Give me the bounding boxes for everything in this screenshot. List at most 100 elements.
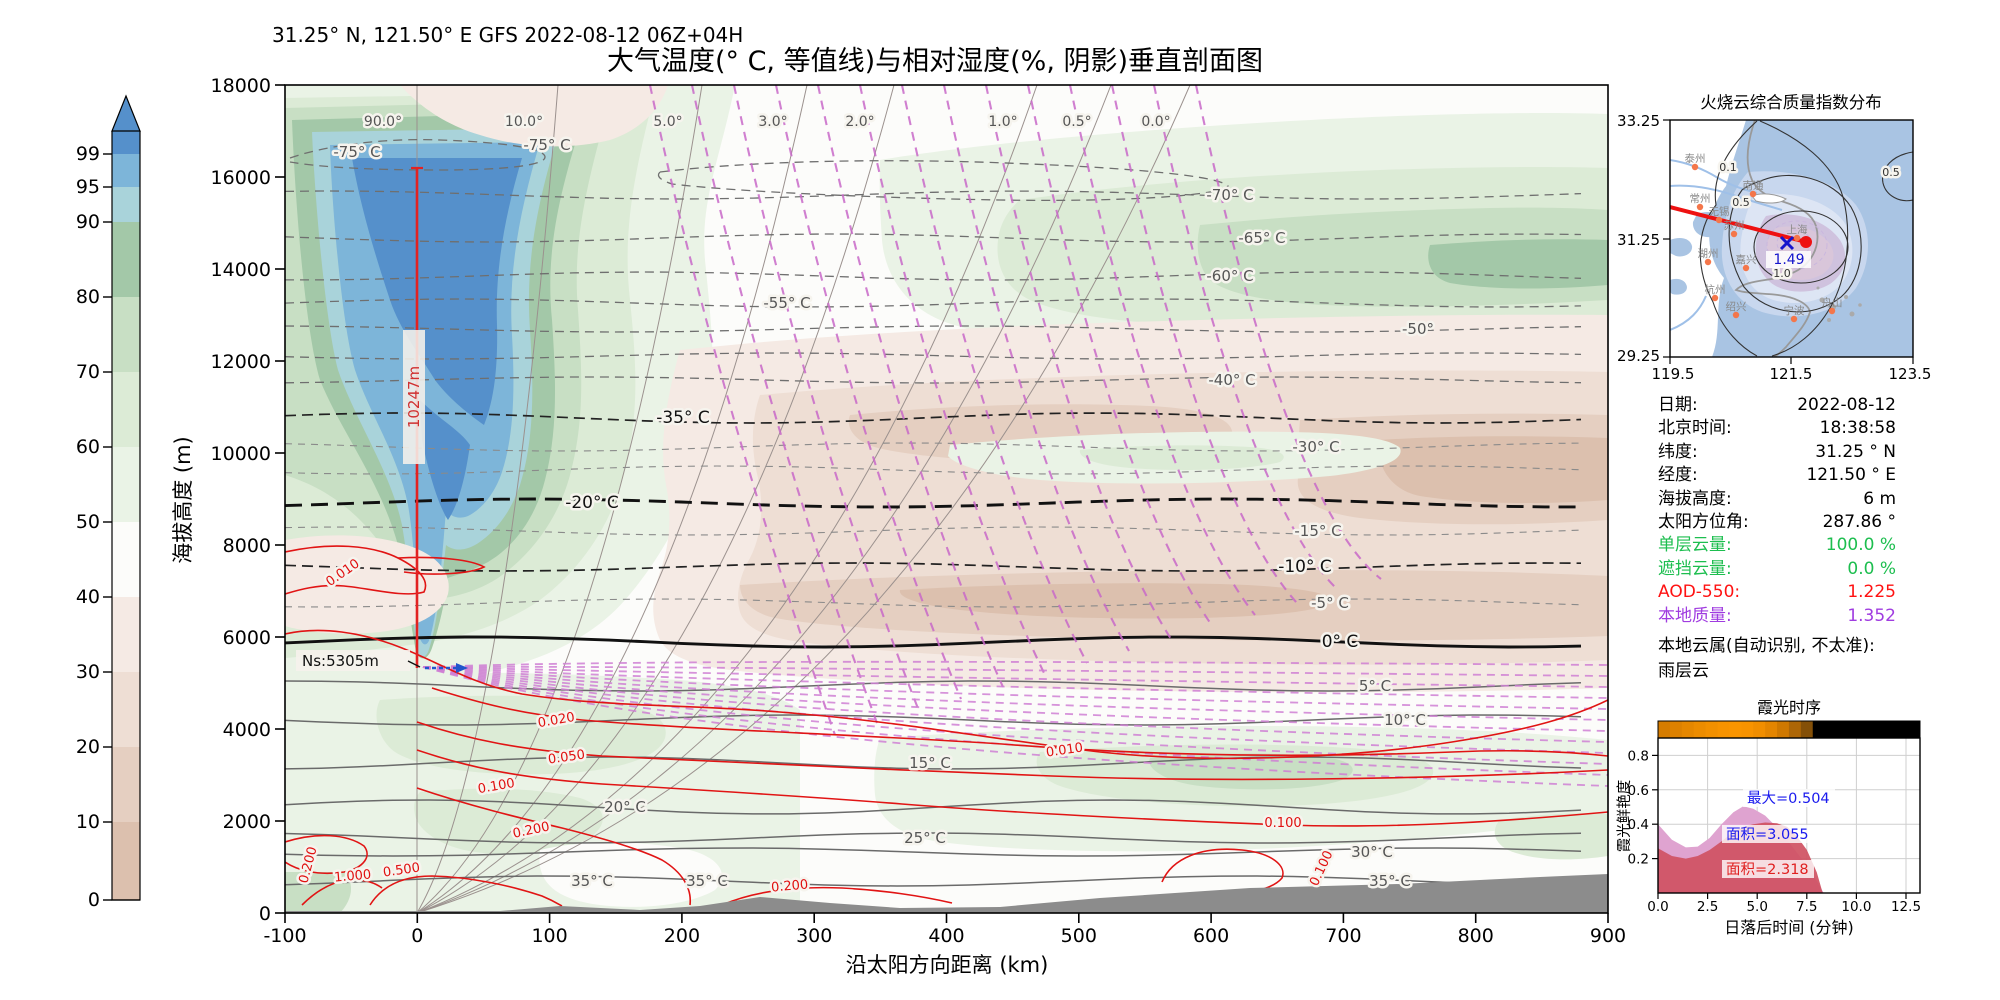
map-city-dot xyxy=(1711,294,1719,302)
temp-contour xyxy=(285,847,1582,857)
map-city-label: 上海 xyxy=(1787,223,1809,236)
colorbar-segment xyxy=(112,597,140,672)
humidity-shading xyxy=(1079,445,1284,470)
humidity-shading xyxy=(1379,436,1608,504)
map-y-tick-label: 33.25 xyxy=(1617,112,1660,130)
map-title: 火烧云综合质量指数分布 xyxy=(1700,93,1882,112)
x-axis-label: 沿太阳方向距离 (km) xyxy=(846,953,1049,977)
x-tick-label: 100 xyxy=(531,925,567,947)
map-city-label: 苏州 xyxy=(1724,219,1745,232)
red-contour xyxy=(416,749,1608,827)
y-tick-label: 2000 xyxy=(223,811,271,833)
x-tick-label: -100 xyxy=(263,925,306,947)
sun-ray-line xyxy=(984,85,1172,640)
twilight-strip-orange xyxy=(1741,721,1754,738)
temp-contour xyxy=(285,325,1582,333)
y-tick-label: 16000 xyxy=(211,167,271,189)
map-city-dot xyxy=(1715,216,1723,224)
sun-ray-line xyxy=(1110,85,1298,604)
twilight-strip-black xyxy=(1812,721,1920,738)
cloud-top-label-bg xyxy=(296,650,410,671)
map-city-dot xyxy=(1828,307,1836,315)
map-city-label: 无锡 xyxy=(1709,205,1730,218)
map-city-label: 嘉兴 xyxy=(1736,253,1757,266)
y-tick-label: 10000 xyxy=(211,443,271,465)
cloud-genus-label: 本地云属(自动识别, 不太准): xyxy=(1658,636,1875,656)
map-contour-label: 0.5 xyxy=(1882,166,1900,179)
temp-contour xyxy=(285,635,1582,649)
colorbar-segment xyxy=(112,747,140,822)
colorbar-segment xyxy=(112,154,140,187)
map-island xyxy=(1816,286,1820,290)
temp-contour xyxy=(285,562,1582,572)
map-contour-label: 0.5 xyxy=(1732,196,1750,209)
elevation-angle-label: 1.0° xyxy=(988,114,1017,130)
sun-ray-line xyxy=(648,85,836,736)
info-label: 太阳方位角: xyxy=(1658,512,1749,533)
twilight-strip-orange xyxy=(1765,721,1778,738)
temp-contour xyxy=(285,352,1582,360)
elevation-angle-line xyxy=(416,85,1191,913)
temp-contour-label: 5° C xyxy=(1359,677,1391,695)
sun-ray-fan-line xyxy=(422,666,1608,787)
info-label: 遮挡云量: xyxy=(1658,558,1732,579)
info-row: 日期: 2022-08-12 xyxy=(1658,394,1896,417)
red-contour-label: 0.200 xyxy=(771,877,809,895)
sun-ray-line xyxy=(1026,85,1214,628)
map-endpoint-dot xyxy=(1800,236,1812,248)
colorbar-tick-label: 90 xyxy=(76,211,100,233)
info-label: 北京时间: xyxy=(1658,418,1732,439)
sun-ray-line xyxy=(1068,85,1256,616)
map-city-dot xyxy=(1732,311,1740,319)
colorbar-tick-label: 70 xyxy=(76,361,100,383)
temp-contour-label: 15° C xyxy=(909,754,951,772)
red-contour xyxy=(431,687,1608,757)
info-label: 日期: xyxy=(1658,395,1698,415)
map-y-tick-label: 29.25 xyxy=(1617,347,1660,365)
elevation-angle-line xyxy=(416,85,1038,913)
red-contour xyxy=(369,875,563,907)
y-axis-label: 海拔高度 (m) xyxy=(171,436,195,564)
info-value: 121.50 ° E xyxy=(1806,465,1896,486)
humidity-shading xyxy=(1428,239,1608,289)
cloud-genus-value: 雨层云 xyxy=(1658,661,1709,681)
sun-ray-line xyxy=(732,85,920,712)
colorbar-tick-label: 20 xyxy=(76,736,100,758)
map-city-label: 杭州 xyxy=(1705,283,1726,296)
temp-contour xyxy=(285,526,1582,536)
temp-contour-label: 35° C xyxy=(571,872,613,890)
map-value-bg xyxy=(1766,251,1811,268)
ts-y-tick-label: 0.2 xyxy=(1628,852,1649,868)
page-title: 大气温度(° C, 等值线)与相对湿度(%, 阴影)垂直剖面图 xyxy=(607,46,1263,77)
map-city-label: 舟山 xyxy=(1822,296,1843,309)
info-row: 单层云量: 100.0 % xyxy=(1658,534,1896,557)
map-city-dot xyxy=(1790,315,1798,323)
map-index-value: 1.49 xyxy=(1773,252,1804,268)
map-contour-label: 1.0 xyxy=(1773,267,1791,280)
sun-ray-fan-line xyxy=(422,666,1608,765)
map-contour-label: 0.1 xyxy=(1719,161,1737,174)
map-x-tick-label: 121.5 xyxy=(1770,365,1813,383)
sun-ray-line xyxy=(942,85,1130,652)
x-tick-label: 200 xyxy=(664,925,700,947)
map-x-tick-label: 119.5 xyxy=(1652,365,1695,383)
ts-x-tick-label: 0.0 xyxy=(1647,899,1668,915)
red-contour xyxy=(721,886,953,906)
cloud-genus-note: 本地云属(自动识别, 不太准): 雨层云 xyxy=(1658,634,1988,684)
timeseries-x-label: 日落后时间 (分钟) xyxy=(1724,918,1854,937)
humidity-shading xyxy=(400,85,668,147)
temp-contour xyxy=(289,138,546,171)
temp-contour-label: 0° C xyxy=(1322,632,1359,652)
humidity-shading xyxy=(285,535,449,634)
y-tick-label: 0 xyxy=(259,903,271,925)
map-contour xyxy=(1699,120,1758,357)
sun-ray-fan-line xyxy=(422,666,1608,710)
colorbar-tick-label: 30 xyxy=(76,661,100,683)
y-tick-label: 6000 xyxy=(223,627,271,649)
temp-contour-label: 10° C xyxy=(1384,711,1426,729)
red-contour xyxy=(285,834,368,875)
info-label: 经度: xyxy=(1658,465,1698,486)
ts-y-tick-label: 0.6 xyxy=(1628,783,1649,799)
info-value: 0.0 % xyxy=(1847,558,1896,579)
y-tick-label: 4000 xyxy=(223,719,271,741)
